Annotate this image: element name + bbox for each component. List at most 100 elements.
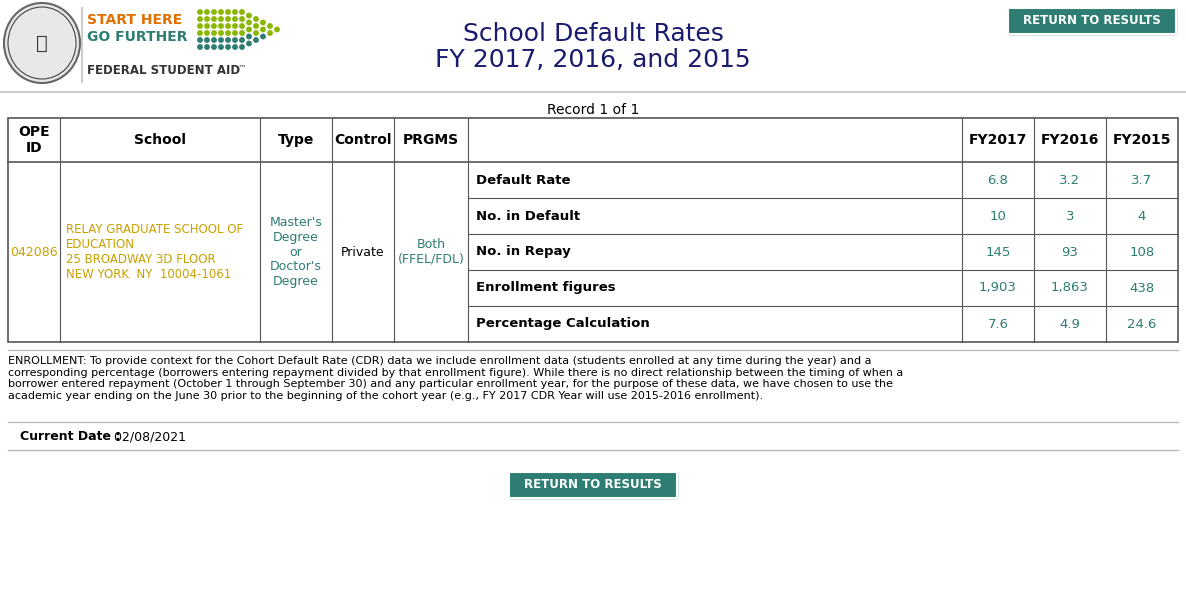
Circle shape xyxy=(212,17,216,21)
Circle shape xyxy=(198,31,202,35)
Text: 438: 438 xyxy=(1129,281,1155,295)
Circle shape xyxy=(232,38,237,42)
Text: 6.8: 6.8 xyxy=(988,174,1008,186)
Text: Control: Control xyxy=(334,133,391,147)
Circle shape xyxy=(240,24,244,28)
Bar xyxy=(509,472,677,498)
Text: School Default Rates: School Default Rates xyxy=(463,22,723,46)
Text: 4: 4 xyxy=(1137,209,1146,222)
Text: 3.2: 3.2 xyxy=(1059,174,1080,186)
Text: Percentage Calculation: Percentage Calculation xyxy=(476,317,650,331)
Circle shape xyxy=(268,24,273,28)
Circle shape xyxy=(205,45,209,49)
Circle shape xyxy=(212,24,216,28)
Text: 1,903: 1,903 xyxy=(980,281,1016,295)
Text: Master's
Degree
or
Doctor's
Degree: Master's Degree or Doctor's Degree xyxy=(269,216,323,289)
Text: FEDERAL STUDENT AID: FEDERAL STUDENT AID xyxy=(87,64,240,77)
Text: 93: 93 xyxy=(1061,245,1078,258)
Text: ™: ™ xyxy=(238,64,247,73)
Circle shape xyxy=(247,13,251,18)
Circle shape xyxy=(212,45,216,49)
Circle shape xyxy=(205,31,209,35)
Text: 7.6: 7.6 xyxy=(988,317,1008,331)
Circle shape xyxy=(212,10,216,14)
Circle shape xyxy=(254,31,259,35)
Text: FY2016: FY2016 xyxy=(1041,133,1099,147)
Circle shape xyxy=(240,31,244,35)
Circle shape xyxy=(218,45,223,49)
Text: Default Rate: Default Rate xyxy=(476,174,570,186)
Circle shape xyxy=(240,17,244,21)
Bar xyxy=(509,472,677,498)
Circle shape xyxy=(198,24,202,28)
Bar xyxy=(1008,8,1177,34)
Circle shape xyxy=(254,24,259,28)
Circle shape xyxy=(218,17,223,21)
Circle shape xyxy=(232,45,237,49)
Circle shape xyxy=(254,17,259,21)
Circle shape xyxy=(240,45,244,49)
Circle shape xyxy=(198,10,202,14)
Circle shape xyxy=(218,24,223,28)
Circle shape xyxy=(198,17,202,21)
Circle shape xyxy=(205,10,209,14)
Text: 3: 3 xyxy=(1066,209,1075,222)
Text: No. in Repay: No. in Repay xyxy=(476,245,570,258)
Bar xyxy=(1008,8,1177,34)
Text: 4.9: 4.9 xyxy=(1059,317,1080,331)
Circle shape xyxy=(261,27,266,32)
Text: Enrollment figures: Enrollment figures xyxy=(476,281,616,295)
Text: 02/08/2021: 02/08/2021 xyxy=(110,430,186,443)
Circle shape xyxy=(218,38,223,42)
Circle shape xyxy=(198,45,202,49)
Text: Type: Type xyxy=(278,133,314,147)
Text: Both
(FFEL/FDL): Both (FFEL/FDL) xyxy=(397,238,465,266)
Circle shape xyxy=(205,17,209,21)
Circle shape xyxy=(225,45,230,49)
Circle shape xyxy=(225,31,230,35)
Circle shape xyxy=(232,31,237,35)
Text: GO FURTHER: GO FURTHER xyxy=(87,30,187,44)
Text: 10: 10 xyxy=(989,209,1007,222)
Circle shape xyxy=(225,17,230,21)
Circle shape xyxy=(232,17,237,21)
Text: 3.7: 3.7 xyxy=(1131,174,1153,186)
Text: START HERE: START HERE xyxy=(87,13,183,27)
Circle shape xyxy=(275,27,279,32)
Text: PRGMS: PRGMS xyxy=(403,133,459,147)
Text: FY2017: FY2017 xyxy=(969,133,1027,147)
Circle shape xyxy=(261,34,266,39)
Circle shape xyxy=(212,31,216,35)
Text: No. in Default: No. in Default xyxy=(476,209,580,222)
Text: Record 1 of 1: Record 1 of 1 xyxy=(547,103,639,117)
Circle shape xyxy=(218,10,223,14)
Circle shape xyxy=(225,24,230,28)
Circle shape xyxy=(225,10,230,14)
Text: FY 2017, 2016, and 2015: FY 2017, 2016, and 2015 xyxy=(435,48,751,72)
Circle shape xyxy=(225,38,230,42)
Circle shape xyxy=(205,38,209,42)
Circle shape xyxy=(254,38,259,42)
Text: FY2015: FY2015 xyxy=(1112,133,1172,147)
Ellipse shape xyxy=(4,3,79,83)
Text: 🌳: 🌳 xyxy=(36,33,47,52)
Circle shape xyxy=(205,24,209,28)
Circle shape xyxy=(232,10,237,14)
Text: 1,863: 1,863 xyxy=(1051,281,1089,295)
Text: 145: 145 xyxy=(986,245,1010,258)
Text: 24.6: 24.6 xyxy=(1128,317,1156,331)
Circle shape xyxy=(268,31,273,35)
Circle shape xyxy=(247,34,251,39)
Bar xyxy=(8,118,1178,342)
Circle shape xyxy=(240,10,244,14)
Circle shape xyxy=(247,20,251,25)
Circle shape xyxy=(247,41,251,46)
Circle shape xyxy=(212,38,216,42)
Text: 042086: 042086 xyxy=(11,245,58,258)
Text: RETURN TO RESULTS: RETURN TO RESULTS xyxy=(1024,15,1161,27)
Circle shape xyxy=(261,20,266,25)
Circle shape xyxy=(218,31,223,35)
Text: 108: 108 xyxy=(1129,245,1155,258)
Text: OPE
ID: OPE ID xyxy=(18,125,50,155)
Circle shape xyxy=(232,24,237,28)
